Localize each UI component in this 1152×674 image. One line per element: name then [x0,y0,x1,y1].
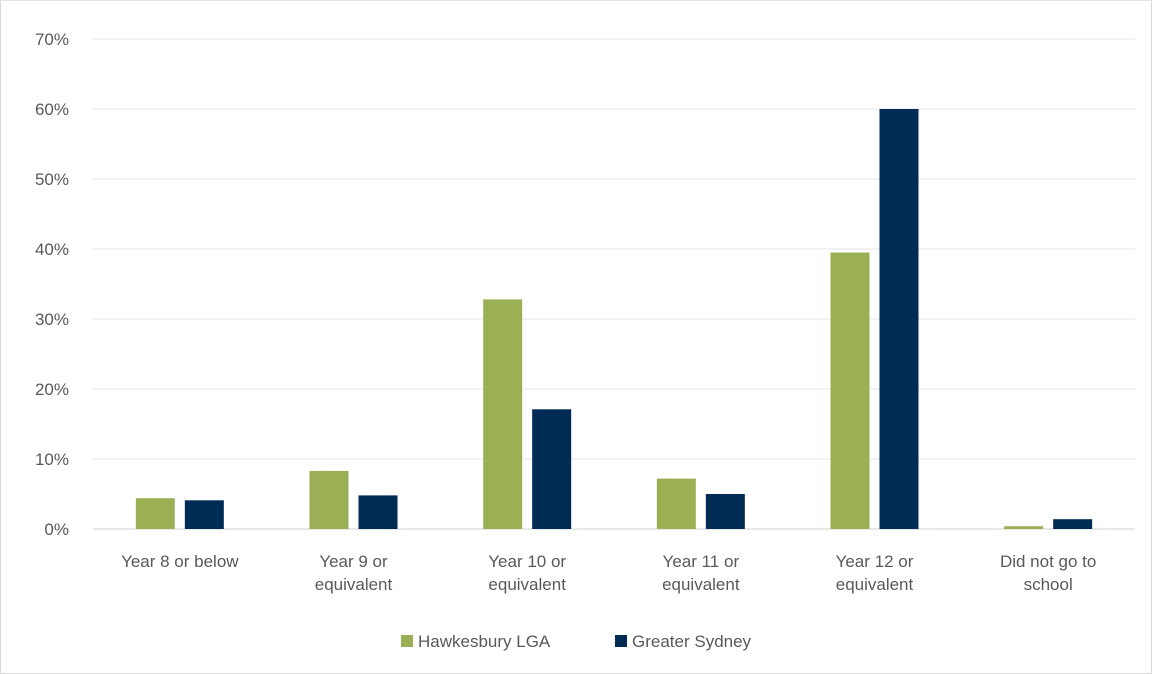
legend-label: Hawkesbury LGA [418,632,551,651]
bar-hawkesbury [135,498,175,529]
x-axis: Year 8 or below Year 9 or equivalent Year 1… [121,552,1096,594]
legend-swatch [401,635,413,647]
bar-hawkesbury [483,299,523,529]
bar-hawkesbury [309,470,349,529]
x-tick-label: equivalent [836,575,914,594]
bar-greater-sydney [358,495,398,529]
x-tick-label: equivalent [488,575,566,594]
bar-hawkesbury [1004,526,1044,529]
y-tick-label: 50% [35,170,69,189]
x-tick-label: Year 9 or [319,552,388,571]
x-tick-label: Year 10 or [488,552,566,571]
x-tick-label: equivalent [662,575,740,594]
bar-hawkesbury [656,478,696,529]
y-tick-label: 70% [35,30,69,49]
y-tick-label: 0% [44,520,69,539]
bar-greater-sydney [1053,519,1093,529]
legend-swatch [615,635,627,647]
x-tick-label: Year 12 or [836,552,914,571]
y-tick-label: 10% [35,450,69,469]
bars [135,109,1093,529]
y-axis: 0% 10% 20% 30% 40% 50% 60% 70% [35,30,69,539]
bar-greater-sydney [532,409,572,529]
y-tick-label: 60% [35,100,69,119]
y-tick-label: 20% [35,380,69,399]
legend: Hawkesbury LGA Greater Sydney [401,632,752,651]
gridlines [93,38,1135,530]
x-tick-label: Did not go to [1000,552,1096,571]
x-tick-label: equivalent [315,575,393,594]
bar-greater-sydney [184,500,224,529]
legend-label: Greater Sydney [632,632,752,651]
y-tick-label: 40% [35,240,69,259]
bar-greater-sydney [879,109,919,529]
bar-hawkesbury [830,252,870,529]
x-tick-label: Year 8 or below [121,552,239,571]
y-tick-label: 30% [35,310,69,329]
bar-greater-sydney [705,494,745,529]
x-tick-label: Year 11 or [663,552,740,571]
x-tick-label: school [1024,575,1073,594]
